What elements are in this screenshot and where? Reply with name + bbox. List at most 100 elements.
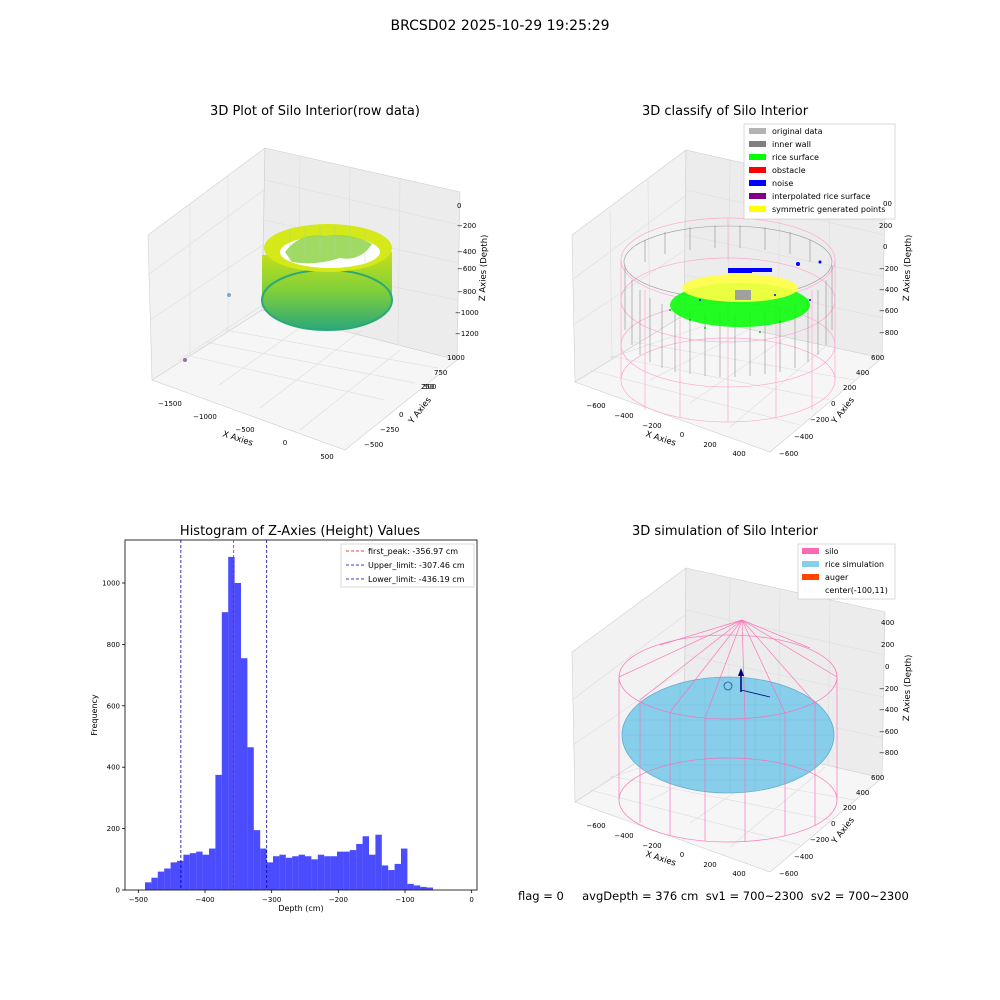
outlier-point [227, 293, 231, 297]
histogram-bar [401, 848, 408, 890]
y-tick: −250 [380, 426, 399, 434]
y-tick: −600 [779, 870, 798, 878]
x-tick: 0 [680, 431, 684, 439]
x-tick: −200 [642, 422, 661, 430]
y-axis-label: Y Axies [406, 395, 434, 427]
histogram-bar [228, 556, 235, 890]
y-tick: 600 [871, 354, 884, 362]
histogram-bar [394, 863, 401, 890]
y-tick: −600 [779, 450, 798, 458]
simulation-3d-plot: silo rice simulation auger center(-100,1… [571, 543, 914, 878]
histogram-x-ticks: −500 −400 −300 −200 −100 0 [129, 890, 474, 904]
x-axis-label: Depth (cm) [278, 904, 323, 913]
histogram-bar [170, 862, 177, 890]
legend-swatch [802, 561, 819, 567]
z-tick: −200 [457, 222, 476, 230]
y-tick-label: 0 [116, 887, 120, 895]
histogram-bar [343, 851, 350, 890]
histogram-bars [145, 556, 433, 890]
x-tick: 0 [680, 851, 684, 859]
histogram-title: Histogram of Z-Axies (Height) Values [179, 524, 421, 539]
y-tick-label: 400 [107, 764, 120, 772]
figure-title: BRCSD02 2025-10-29 19:25:29 [390, 18, 610, 34]
classify-legend: original data inner wall rice surface ob… [743, 123, 896, 220]
histogram-bar [317, 854, 325, 890]
legend-label: Upper_limit: -307.46 cm [368, 561, 465, 570]
x-tick: −400 [614, 832, 633, 840]
y-tick: 750 [434, 369, 447, 377]
legend-swatch [749, 128, 766, 134]
y-tick: −500 [364, 441, 383, 449]
histogram-bar [388, 870, 395, 890]
legend-label: rice simulation [825, 560, 884, 569]
z-tick: 0 [883, 243, 887, 251]
y-tick: −200 [810, 416, 829, 424]
legend-label: original data [772, 127, 823, 136]
x-tick: −1500 [158, 400, 182, 408]
histogram-bar [260, 848, 267, 890]
raw-point-cloud-ring [261, 224, 393, 331]
y-tick-label: 800 [107, 641, 120, 649]
histogram-bar [426, 887, 433, 890]
histogram-y-ticks: 0 200 400 600 800 1000 [102, 579, 125, 895]
y-tick: −400 [794, 433, 813, 441]
auger-marker [723, 668, 771, 698]
legend-label: Lower_limit: -436.19 cm [368, 575, 465, 584]
legend-swatch [749, 141, 766, 147]
z-tick: −200 [879, 685, 898, 693]
simulated-rice-surface [621, 676, 835, 794]
histogram-bar [234, 582, 241, 890]
histogram-bar [215, 774, 222, 890]
y-tick: 600 [871, 774, 884, 782]
z-axis-label: Z Axies (Depth) [902, 654, 914, 721]
histogram-bar [356, 843, 363, 890]
legend-swatch [749, 193, 766, 199]
y-tick: 0 [831, 400, 835, 408]
histogram-bar [273, 856, 280, 890]
histogram-bar [349, 850, 357, 890]
y-tick: 0 [831, 820, 835, 828]
y-axis-label: Frequency [90, 694, 99, 736]
histogram-bar [292, 856, 299, 890]
histogram-bar [209, 848, 216, 890]
legend-label: obstacle [772, 166, 806, 175]
x-axis-label: X Axies [644, 429, 677, 448]
histogram-bar [164, 868, 171, 890]
histogram-bar [196, 851, 203, 890]
z-tick: 200 [881, 641, 894, 649]
histogram-bar [298, 854, 305, 890]
legend-swatch [802, 574, 819, 580]
legend-swatch [749, 167, 766, 173]
z-tick: −800 [879, 749, 898, 757]
classify-3d-plot: original data inner wall rice surface ob… [571, 123, 914, 458]
outlier-point [183, 358, 187, 362]
z-axis-label: Z Axies (Depth) [902, 234, 914, 301]
z-tick: −600 [457, 265, 476, 273]
histogram-bar [337, 851, 344, 890]
histogram-bar [279, 854, 286, 890]
histogram-bar [305, 856, 312, 890]
y-tick: 250 [421, 383, 434, 391]
y-tick-label: 600 [107, 702, 120, 710]
histogram-legend: first_peak: -356.97 cm Upper_limit: -307… [340, 543, 475, 588]
x-tick: 500 [320, 453, 333, 461]
legend-label: auger [825, 573, 849, 582]
x-tick-label: −200 [329, 896, 348, 904]
histogram-bar [157, 871, 165, 890]
z-tick: −400 [879, 286, 898, 294]
legend-label: first_peak: -356.97 cm [368, 547, 458, 556]
x-tick: 400 [732, 450, 745, 458]
legend-label: rice surface [772, 153, 819, 162]
x-tick: −1000 [193, 413, 217, 421]
raw-3d-plot: −1500 −1000 −500 0 500 −500 −250 0 250 2… [147, 147, 490, 461]
histogram-bar [241, 658, 248, 890]
x-tick: 200 [703, 861, 716, 869]
z-tick: −1000 [455, 309, 479, 317]
z-tick: −400 [879, 706, 898, 714]
x-tick: −500 [235, 426, 254, 434]
classify-plot-title: 3D classify of Silo Interior [641, 104, 809, 119]
legend-swatch [749, 206, 766, 212]
histogram-bar [324, 856, 331, 890]
x-tick-label: −500 [129, 896, 148, 904]
